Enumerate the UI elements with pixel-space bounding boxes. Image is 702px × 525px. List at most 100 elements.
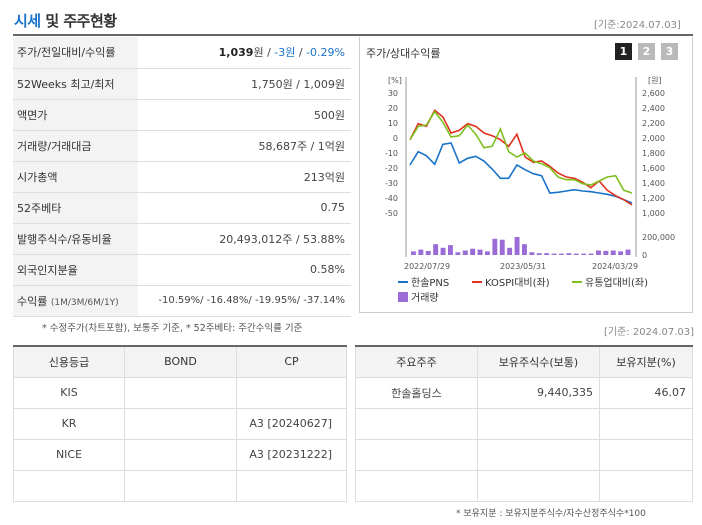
right-tick-label: 1,400 bbox=[642, 179, 665, 188]
volume-bar bbox=[499, 239, 505, 255]
table-row: 액면가 500원 bbox=[13, 99, 351, 131]
table-cell bbox=[599, 407, 693, 440]
volume-bar bbox=[551, 253, 557, 255]
credit-rating-table: 신용등급 BOND CP KIS KR A3 [20240627] NICE A3 [2… bbox=[13, 345, 347, 502]
volume-tick-label: 0 bbox=[642, 251, 647, 260]
chart-tab-1[interactable]: 1 bbox=[615, 43, 632, 60]
volume-bar bbox=[522, 244, 527, 255]
right-tick-label: 1,200 bbox=[642, 194, 665, 203]
volume-bar bbox=[573, 253, 579, 255]
volume-bar bbox=[559, 253, 564, 255]
w52-value: 1,750원 / 1,009원 bbox=[138, 68, 351, 100]
volume-bar bbox=[455, 252, 461, 255]
table-row: 거래량/거래대금 58,687주 / 1억원 bbox=[13, 130, 351, 162]
right-axis-unit: [원] bbox=[648, 76, 662, 85]
right-tick-label: 1,800 bbox=[642, 149, 665, 158]
table-cell bbox=[477, 469, 600, 502]
table-cell bbox=[124, 407, 237, 440]
table-cell bbox=[355, 407, 478, 440]
table-cell: 한솔홀딩스 bbox=[355, 376, 478, 409]
foreign-value: 0.58% bbox=[138, 254, 351, 286]
volume-bar bbox=[544, 253, 550, 255]
mcap-value: 213억원 bbox=[138, 161, 351, 193]
left-axis-unit: [%] bbox=[388, 76, 402, 85]
price-label: 주가/전일대비/수익률 bbox=[13, 37, 138, 69]
volume-bar bbox=[440, 247, 446, 255]
shareholder-table: 주요주주 보유주식수(보통) 보유지분(%) 한솔홀딩스 9,440,335 46.… bbox=[355, 345, 693, 502]
table-cell bbox=[236, 376, 347, 409]
table-cell: A3 [20240627] bbox=[236, 407, 347, 440]
col-header-bond: BOND bbox=[124, 345, 237, 378]
volume-tick-label: 200,000 bbox=[642, 233, 675, 242]
table-row: 주가/전일대비/수익률 1,039원 / -3원 / -0.29% bbox=[13, 37, 351, 69]
title-rest: 및 주주현황 bbox=[45, 12, 117, 30]
table-cell: NICE bbox=[13, 438, 125, 471]
beta-value: 0.75 bbox=[138, 192, 351, 224]
left-tick-label: -20 bbox=[385, 164, 398, 173]
table-row: 외국인지분율 0.58% bbox=[13, 254, 351, 286]
table-header-row: 주요주주 보유주식수(보통) 보유지분(%) bbox=[355, 345, 693, 378]
volume-bar bbox=[462, 250, 468, 255]
table-cell: KIS bbox=[13, 376, 125, 409]
price-value: 1,039원 / -3원 / -0.29% bbox=[138, 37, 351, 69]
par-value: 500원 bbox=[138, 99, 351, 131]
right-tick-label: 1,600 bbox=[642, 164, 665, 173]
right-tick-label: 2,600 bbox=[642, 89, 665, 98]
right-tick-label: 2,400 bbox=[642, 104, 665, 113]
volume-bar bbox=[507, 247, 513, 255]
chart-panel: 주가/상대수익률 1 2 3 [%] [원] 30 20 10 0 -10 -20 -30 -40… bbox=[359, 37, 693, 313]
par-label: 액면가 bbox=[13, 99, 138, 131]
chart-tab-2[interactable]: 2 bbox=[638, 43, 655, 60]
table-row bbox=[355, 438, 693, 471]
return-value: -10.59%/ -16.48%/ -19.95%/ -37.14% bbox=[138, 285, 351, 317]
shares-value: 20,493,012주 / 53.88% bbox=[138, 223, 351, 255]
table-cell: A3 [20231222] bbox=[236, 438, 347, 471]
right-tick-label: 2,000 bbox=[642, 134, 665, 143]
volume-bar bbox=[470, 248, 476, 255]
table-cell bbox=[477, 407, 600, 440]
volume-bar bbox=[477, 249, 483, 255]
table-row bbox=[355, 407, 693, 440]
volume-bar bbox=[485, 251, 490, 255]
w52-label: 52Weeks 최고/최저 bbox=[13, 68, 138, 100]
table-cell bbox=[124, 469, 237, 502]
table-cell: KR bbox=[13, 407, 125, 440]
x-tick-label: 2024/03/29 bbox=[592, 262, 638, 271]
volume-value: 58,687주 / 1억원 bbox=[138, 130, 351, 162]
left-tick-label: -10 bbox=[385, 149, 398, 158]
volume-bar bbox=[425, 250, 431, 255]
x-tick-label: 2022/07/29 bbox=[404, 262, 450, 271]
left-tick-label: 30 bbox=[388, 89, 398, 98]
volume-bar bbox=[492, 238, 498, 255]
volume-bar bbox=[433, 244, 439, 255]
volume-bar bbox=[588, 253, 594, 255]
table-row bbox=[13, 469, 347, 502]
volume-bar bbox=[618, 251, 624, 255]
table-row: 52주베타 0.75 bbox=[13, 192, 351, 224]
mcap-label: 시가총액 bbox=[13, 161, 138, 193]
left-tick-label: 10 bbox=[388, 119, 398, 128]
chart-title: 주가/상대수익률 bbox=[366, 47, 441, 60]
right-tick-label: 2,200 bbox=[642, 119, 665, 128]
col-header-stake: 보유지분(%) bbox=[599, 345, 693, 378]
series-line-2 bbox=[409, 109, 633, 206]
legend-label: KOSPI대비(좌) bbox=[485, 277, 550, 289]
col-header-cp: CP bbox=[236, 345, 347, 378]
right-tick-label: 1,000 bbox=[642, 209, 665, 218]
chart-tab-3[interactable]: 3 bbox=[661, 43, 678, 60]
table-row: 발행주식수/유동비율 20,493,012주 / 53.88% bbox=[13, 223, 351, 255]
beta-label: 52주베타 bbox=[13, 192, 138, 224]
volume-bar bbox=[514, 237, 520, 255]
table-cell bbox=[599, 438, 693, 471]
table-cell bbox=[355, 469, 478, 502]
legend-label: 거래량 bbox=[411, 292, 439, 304]
volume-bar bbox=[625, 249, 631, 255]
volume-bar bbox=[581, 253, 587, 255]
foreign-label: 외국인지분율 bbox=[13, 254, 138, 286]
table-row: 시가총액 213억원 bbox=[13, 161, 351, 193]
table-row bbox=[355, 469, 693, 502]
legend-label: 한솔PNS bbox=[411, 277, 449, 289]
shareholder-ref-date: [기준: 2024.07.03] bbox=[604, 327, 695, 338]
legend-swatch bbox=[398, 292, 408, 302]
table-row: 한솔홀딩스 9,440,335 46.07 bbox=[355, 376, 693, 409]
